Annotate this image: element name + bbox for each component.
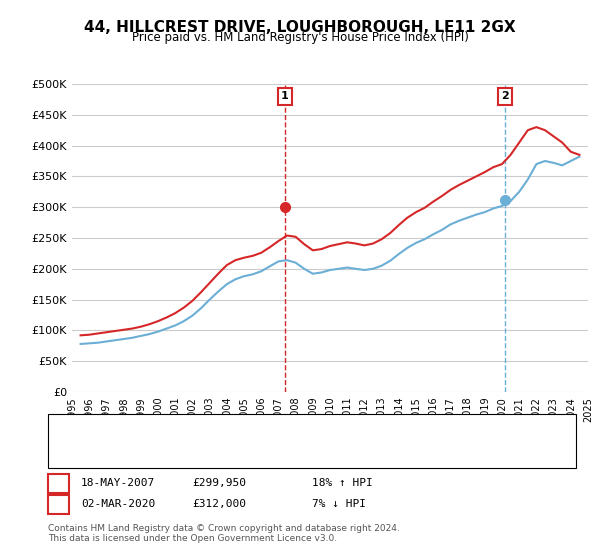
Text: 1: 1 [281, 91, 289, 101]
Text: 2: 2 [501, 91, 509, 101]
Text: 1: 1 [55, 478, 62, 488]
Text: 44, HILLCREST DRIVE, LOUGHBOROUGH, LE11 2GX (detached house): 44, HILLCREST DRIVE, LOUGHBOROUGH, LE11 … [105, 427, 466, 437]
Text: 18-MAY-2007: 18-MAY-2007 [81, 478, 155, 488]
Text: Price paid vs. HM Land Registry's House Price Index (HPI): Price paid vs. HM Land Registry's House … [131, 31, 469, 44]
Text: 2: 2 [55, 499, 62, 509]
Text: £299,950: £299,950 [192, 478, 246, 488]
Text: ——: —— [69, 444, 97, 458]
Text: 7% ↓ HPI: 7% ↓ HPI [312, 499, 366, 509]
Text: ——: —— [69, 426, 97, 439]
Text: £312,000: £312,000 [192, 499, 246, 509]
Text: 44, HILLCREST DRIVE, LOUGHBOROUGH, LE11 2GX: 44, HILLCREST DRIVE, LOUGHBOROUGH, LE11 … [84, 20, 516, 35]
Text: Contains HM Land Registry data © Crown copyright and database right 2024.
This d: Contains HM Land Registry data © Crown c… [48, 524, 400, 543]
Text: 18% ↑ HPI: 18% ↑ HPI [312, 478, 373, 488]
Text: 02-MAR-2020: 02-MAR-2020 [81, 499, 155, 509]
Text: HPI: Average price, detached house, Charnwood: HPI: Average price, detached house, Char… [105, 446, 357, 456]
